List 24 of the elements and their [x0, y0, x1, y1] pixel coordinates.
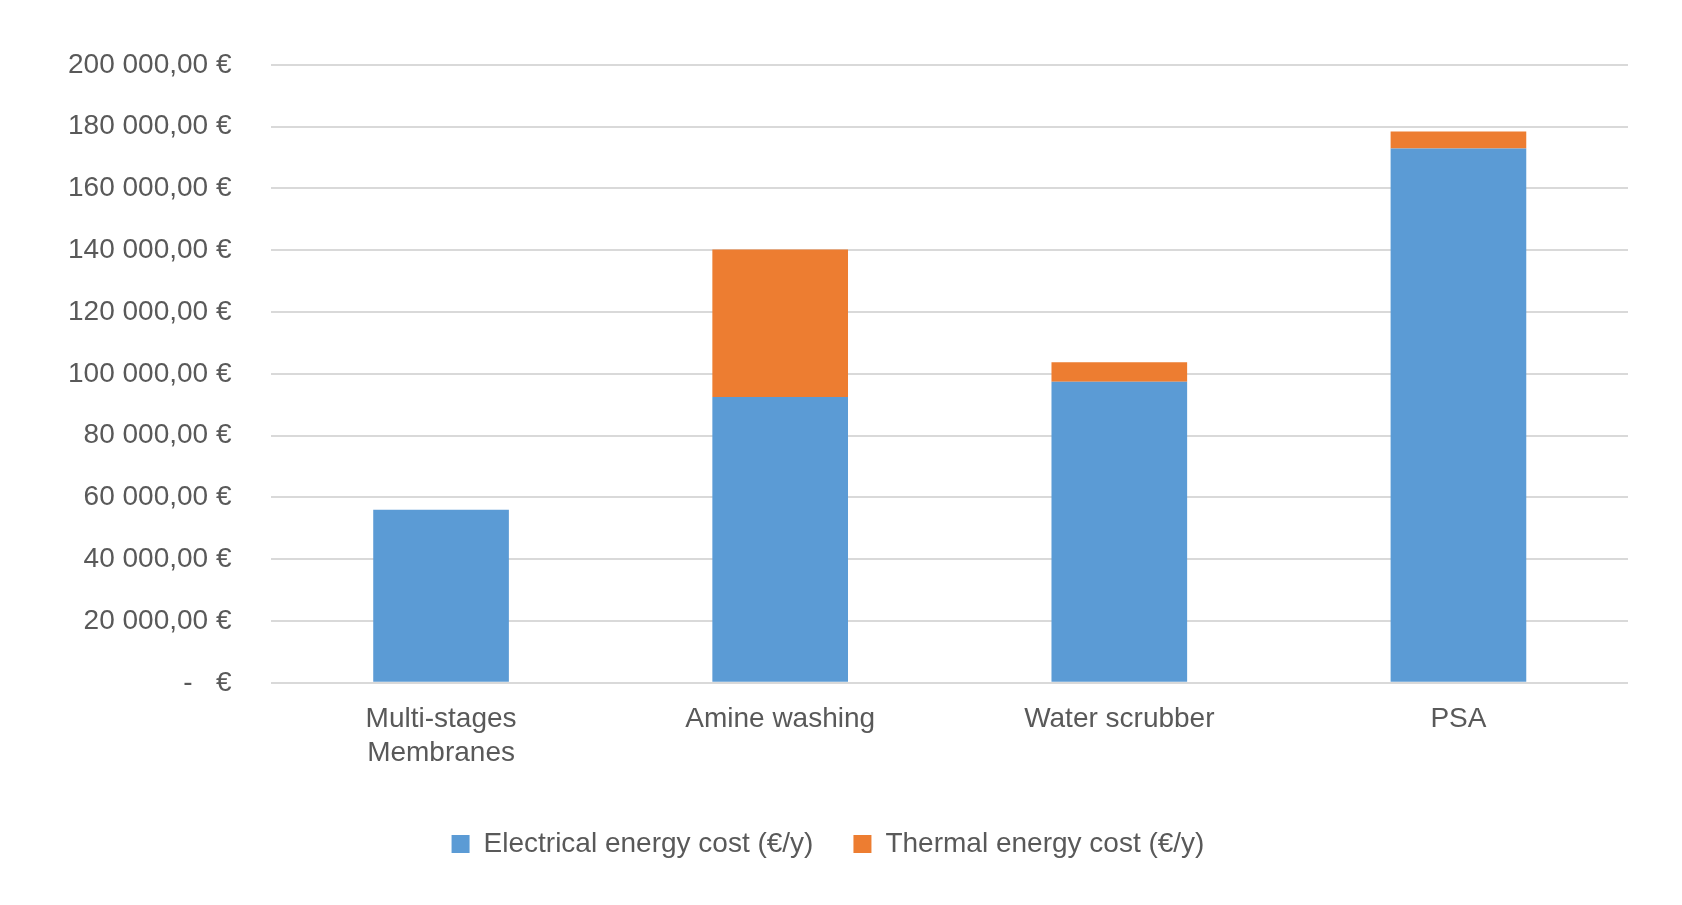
legend-label: Electrical energy cost (€/y) — [483, 826, 814, 858]
y-tick-label: 20 000,00 € — [83, 603, 232, 635]
x-tick-label: Amine washing — [685, 702, 876, 734]
bar — [373, 509, 509, 682]
y-tick-label: 80 000,00 € — [83, 418, 232, 450]
y-tick-label: 60 000,00 € — [83, 480, 232, 512]
x-tick-label: PSA — [1430, 702, 1487, 734]
y-tick-label: 200 000,00 € — [67, 47, 232, 79]
bar — [1390, 131, 1527, 149]
y-tick-label: 120 000,00 € — [67, 294, 232, 326]
bar — [712, 249, 849, 397]
bar — [1051, 362, 1188, 382]
y-tick-label: 100 000,00 € — [67, 356, 232, 388]
y-tick-label: - € — [183, 665, 232, 697]
y-tick-label: 40 000,00 € — [83, 541, 232, 573]
bar — [712, 396, 849, 682]
legend-label: Thermal energy cost (€/y) — [885, 826, 1205, 858]
x-tick-label: Multi-stages Membranes — [365, 702, 517, 767]
y-tick-label: 160 000,00 € — [67, 171, 232, 203]
bar — [1051, 381, 1188, 682]
bar — [1390, 148, 1527, 682]
y-tick-label: 140 000,00 € — [67, 232, 232, 264]
y-tick-label: 180 000,00 € — [67, 109, 232, 141]
x-tick-label: Water scrubber — [1024, 702, 1215, 734]
